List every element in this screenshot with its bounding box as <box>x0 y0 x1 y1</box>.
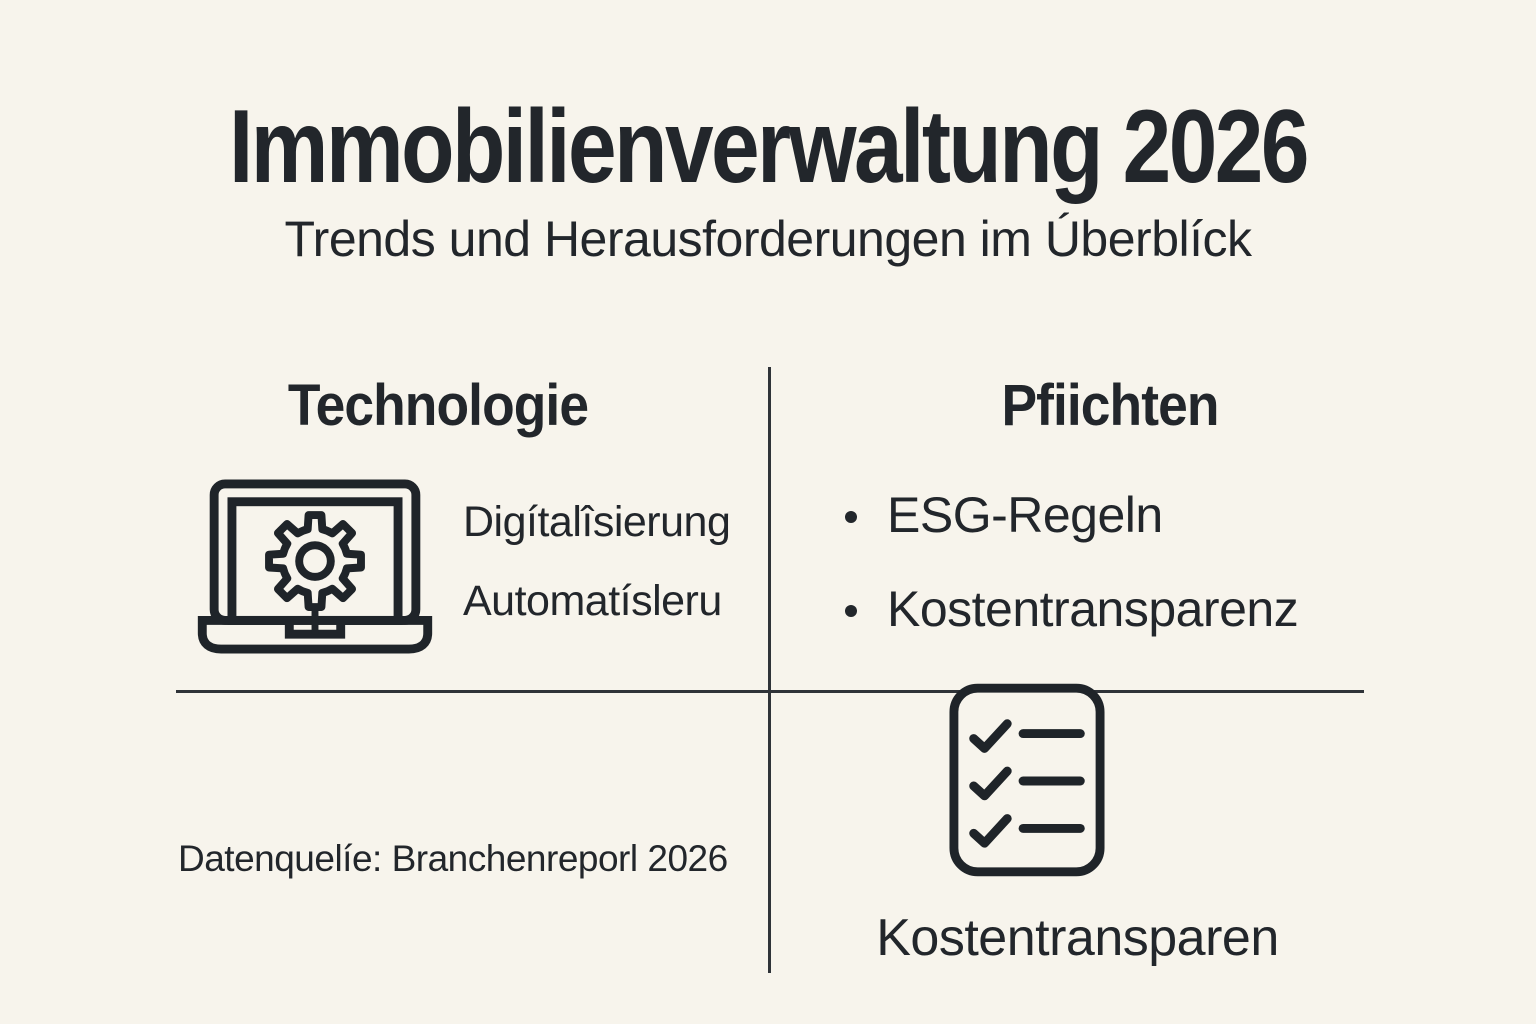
horizontal-divider <box>176 690 1364 693</box>
checklist-rows <box>969 719 1085 848</box>
page-title: Immobilienverwaltung 2026 <box>229 89 1309 205</box>
duty-item: ESG-Regeln <box>845 486 1298 544</box>
checklist-row <box>969 719 1085 753</box>
technology-heading: Technologie <box>287 373 589 438</box>
checklist-caption: Kostentransparen <box>876 909 1279 967</box>
bullet-icon <box>845 511 857 523</box>
vertical-divider <box>768 367 771 973</box>
duty-item-label: Kostentransparenz <box>887 581 1299 637</box>
duty-item-label: ESG-Regeln <box>887 487 1163 543</box>
gear-shape <box>265 511 365 611</box>
duties-items: ESG-Regeln Kostentransparenz <box>845 486 1299 638</box>
checklist-row <box>969 814 1085 848</box>
source-label: Datenquelíe: Branchenreporl 2026 <box>178 838 728 879</box>
page-subtitle: Trends und Herausforderungen im Úberblíc… <box>284 211 1252 267</box>
technology-items: Digítalîsierung Automatísleru <box>463 498 731 626</box>
bullet-icon <box>845 605 857 617</box>
laptop-gear-icon <box>196 479 434 655</box>
technology-item: Digítalîsierung <box>463 498 731 546</box>
checklist-row <box>969 766 1085 801</box>
duty-item: Kostentransparenz <box>845 580 1299 638</box>
duties-heading: Pfiichten <box>1001 373 1219 438</box>
laptop-screen-inner <box>227 497 403 625</box>
checklist-icon <box>948 682 1106 880</box>
laptop-base <box>197 615 433 654</box>
technology-item: Automatísleru <box>463 577 722 625</box>
